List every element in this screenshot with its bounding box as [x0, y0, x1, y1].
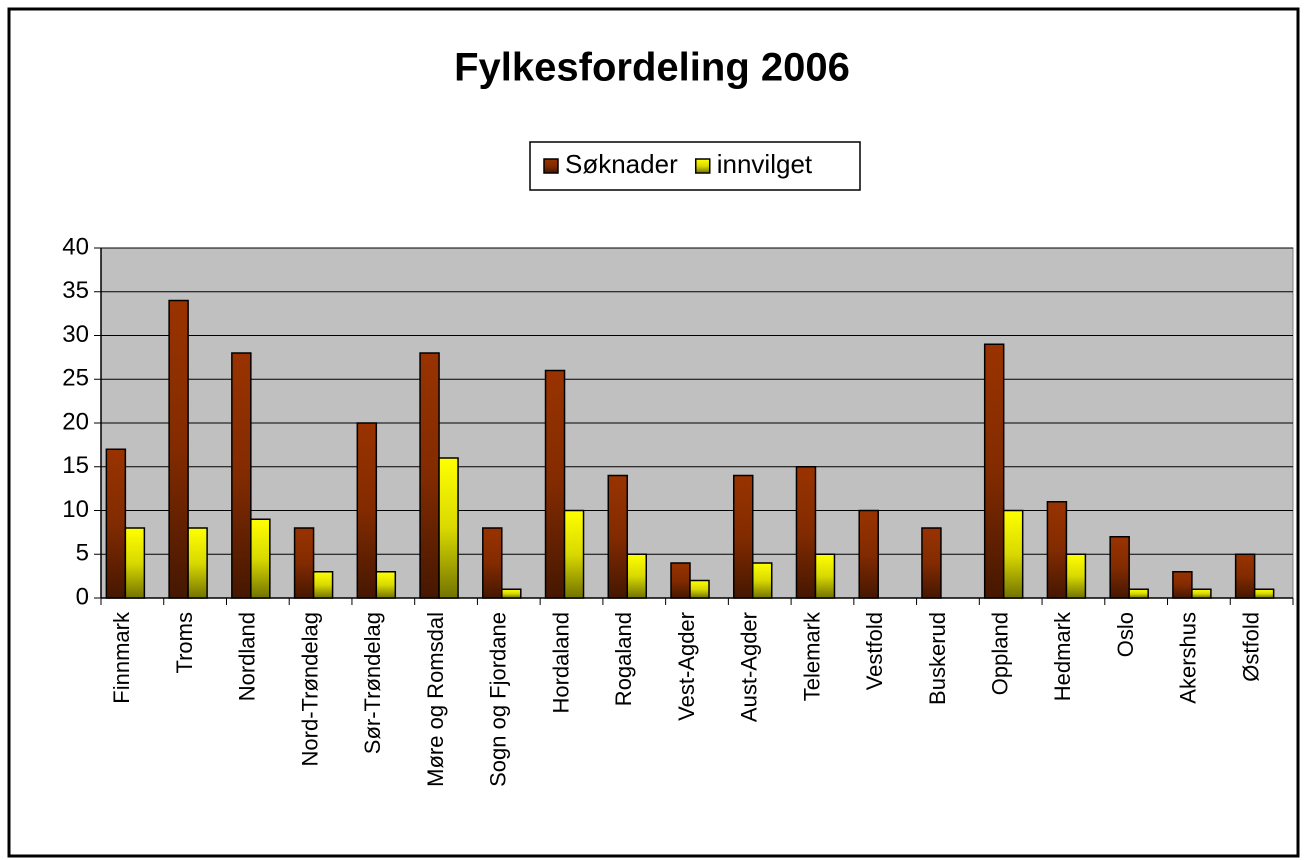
y-tick-label: 0 [76, 583, 89, 610]
bar [858, 509, 879, 599]
x-tick-label: Sør-Trøndelag [360, 612, 385, 754]
bar [293, 527, 315, 599]
x-tick-label: Møre og Romsdal [423, 612, 448, 787]
x-tick-label: Oslo [1113, 612, 1138, 657]
bar [375, 571, 397, 599]
y-tick-label: 5 [76, 540, 89, 567]
chart-title: Fylkesfordeling 2006 [454, 46, 850, 90]
bar [544, 369, 566, 599]
x-tick-label: Troms [172, 612, 197, 674]
bar [231, 352, 252, 599]
bar [689, 579, 710, 599]
bar [1172, 571, 1193, 599]
y-tick-label: 25 [62, 365, 89, 392]
y-tick-label: 40 [62, 233, 89, 260]
bar [626, 553, 648, 599]
bar [1253, 588, 1275, 599]
bar [1128, 588, 1149, 599]
x-tick-label: Oppland [987, 612, 1012, 695]
bar [124, 527, 146, 599]
bar [1046, 501, 1068, 599]
x-tick-label: Akershus [1176, 612, 1201, 704]
bar [501, 588, 522, 599]
x-tick-label: Nordland [235, 612, 260, 701]
bar [751, 562, 773, 599]
x-tick-label: Buskerud [925, 612, 950, 705]
legend-label: innvilget [717, 149, 813, 179]
x-tick-label: Rogaland [611, 612, 636, 706]
x-tick-label: Nord-Trøndelag [297, 612, 322, 766]
y-tick-label: 20 [62, 408, 89, 435]
bar [814, 553, 836, 599]
x-tick-label: Sogn og Fjordane [486, 612, 511, 787]
bar [795, 466, 817, 599]
bar [250, 518, 271, 599]
x-tick-label: Finnmark [109, 611, 134, 704]
bar [1065, 553, 1087, 599]
bar [1234, 553, 1256, 599]
bar [1002, 509, 1024, 599]
bar [1191, 588, 1212, 599]
x-tick-label: Østfold [1238, 612, 1263, 682]
bar [168, 299, 189, 599]
bar [1109, 536, 1130, 599]
bar [670, 562, 691, 599]
x-tick-label: Vestfold [862, 612, 887, 690]
x-tick-label: Hedmark [1050, 611, 1075, 701]
x-tick-label: Aust-Agder [737, 612, 762, 722]
x-tick-label: Hordaland [548, 612, 573, 714]
bar [187, 527, 208, 599]
legend: Søknader innvilget [529, 141, 861, 191]
legend-swatch [543, 158, 559, 174]
y-tick-label: 10 [62, 496, 89, 523]
legend-label: Søknader [565, 149, 678, 179]
legend-swatch [694, 158, 711, 174]
bar [482, 527, 503, 599]
x-tick-label: Vest-Agder [674, 612, 699, 721]
bar [312, 571, 334, 599]
x-tick-label: Telemark [799, 611, 824, 701]
bar [563, 509, 585, 599]
y-tick-label: 30 [62, 321, 89, 348]
bar [438, 457, 459, 599]
y-tick-label: 15 [62, 452, 89, 479]
bar [732, 474, 754, 599]
bar [105, 448, 127, 599]
bar [983, 343, 1005, 599]
bar [607, 474, 629, 599]
y-tick-label: 35 [62, 277, 89, 304]
bar [419, 352, 440, 599]
bar [356, 422, 378, 599]
bar [921, 527, 942, 599]
